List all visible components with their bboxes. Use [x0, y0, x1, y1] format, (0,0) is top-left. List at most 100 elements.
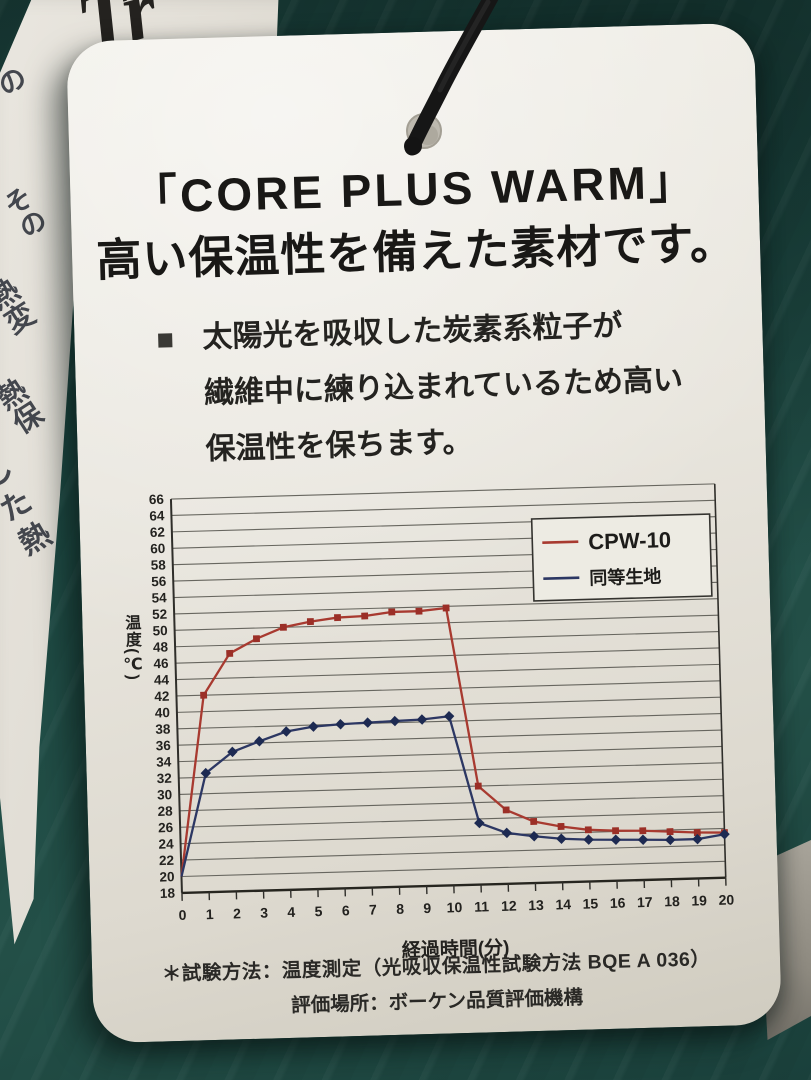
gridline [177, 729, 722, 746]
y-tick-label: 58 [151, 557, 167, 572]
x-tick-label: 10 [446, 899, 462, 915]
gridline [181, 860, 726, 878]
data-point [584, 826, 592, 834]
chart-plot-area: 1820222426283032343638404244464850525456… [149, 483, 735, 923]
legend-line-comparison [543, 576, 580, 580]
gridline [175, 631, 719, 648]
data-point [692, 833, 703, 845]
x-tick-label: 17 [637, 894, 653, 910]
data-point [334, 614, 342, 622]
data-point [227, 746, 238, 758]
x-tick-label: 9 [423, 900, 431, 916]
data-point [416, 714, 428, 725]
data-point [610, 834, 622, 845]
y-tick-label: 32 [157, 771, 172, 786]
data-point [306, 618, 314, 626]
gridline [180, 811, 724, 828]
y-tick-label: 30 [157, 787, 172, 802]
vertical-text-fragment: の [0, 61, 32, 102]
feature-bullet-block: ■ 太陽光を吸収した炭素系粒子が 繊維中に練り込まれているため高い 保温性を保ち… [156, 296, 720, 480]
temperature-chart: 温度(℃) 18 20 22 24 26 28 30 32 34 36 38 40 42 44 46 48 50… [120, 461, 774, 991]
vertical-text-fragment: 熱保 [0, 373, 47, 441]
data-point [443, 711, 455, 722]
data-point [254, 736, 265, 747]
data-point [502, 806, 510, 814]
y-tick-label: 42 [154, 689, 169, 704]
data-point [308, 721, 319, 732]
data-point [442, 604, 450, 612]
product-hang-tag: 「CORE PLUS WARM」 高い保温性を備えた素材です。 ■ 太陽光を吸収… [66, 22, 782, 1044]
data-point [501, 827, 513, 839]
data-point [583, 834, 594, 845]
y-tick-label: 50 [152, 623, 167, 638]
gridline [179, 795, 724, 812]
legend-line-cpw10 [542, 540, 579, 544]
data-point [637, 834, 649, 846]
x-tick-label: 12 [501, 898, 517, 914]
y-tick-label: 18 [160, 886, 176, 901]
y-axis [169, 499, 183, 893]
gridline [178, 745, 723, 763]
right-frame [713, 483, 727, 878]
y-tick-label: 22 [159, 853, 174, 868]
bullet-square-icon: ■ [156, 323, 175, 357]
data-point [335, 719, 346, 730]
x-tick-label: 7 [369, 901, 377, 917]
tag-title-block: 「CORE PLUS WARM」 高い保温性を備えた素材です。 [70, 149, 761, 294]
y-tick-label: 52 [152, 607, 167, 622]
x-tick-label: 18 [664, 893, 680, 909]
y-tick-label: 40 [155, 705, 170, 720]
gridline [176, 680, 721, 697]
x-tick-label: 2 [233, 905, 241, 921]
y-tick-label: 66 [149, 492, 165, 507]
x-tick-label: 0 [178, 907, 186, 923]
y-tick-label: 64 [149, 508, 165, 523]
data-point [388, 608, 396, 616]
data-point [556, 833, 567, 845]
x-tick-label: 4 [287, 904, 295, 920]
x-tick-label: 6 [342, 902, 350, 918]
vertical-text-fragment: した熱 [0, 450, 59, 568]
y-tick-label: 36 [156, 738, 172, 753]
data-point [200, 767, 212, 779]
data-point [639, 827, 647, 835]
data-point [719, 828, 730, 840]
chart-x-axis-title: 経過時間(分) [401, 936, 509, 962]
vertical-text-fragment: 熱変 [0, 273, 39, 341]
x-tick-label: 19 [691, 892, 707, 908]
y-tick-label: 34 [156, 754, 172, 769]
data-point [474, 782, 482, 790]
data-point [389, 715, 401, 727]
y-tick-label: 48 [153, 639, 169, 654]
data-point [666, 828, 674, 836]
data-point [612, 827, 620, 835]
y-tick-label: 46 [153, 656, 169, 671]
gridline [175, 663, 720, 681]
legend-box [530, 513, 713, 602]
x-tick-label: 1 [206, 906, 214, 922]
data-point [415, 607, 423, 615]
y-tick-label: 28 [157, 804, 173, 819]
gridline [171, 499, 716, 517]
x-tick-label: 14 [555, 896, 571, 912]
y-tick-label: 56 [151, 574, 167, 589]
gridline [175, 647, 720, 664]
x-tick-label: 16 [610, 895, 626, 911]
data-point [252, 635, 260, 643]
y-tick-label: 44 [154, 672, 170, 687]
data-point [226, 649, 234, 657]
data-point [362, 717, 373, 728]
y-tick-label: 62 [150, 525, 165, 540]
data-point [528, 831, 540, 842]
data-point [474, 817, 485, 829]
y-tick-label: 54 [151, 590, 167, 605]
gridline [179, 778, 724, 795]
y-tick-label: 20 [159, 869, 174, 884]
gridline [176, 696, 721, 713]
x-tick-label: 8 [396, 901, 404, 917]
data-point [200, 691, 208, 699]
gridline [181, 844, 725, 861]
y-tick-label: 24 [158, 836, 174, 851]
x-tick-label: 13 [528, 897, 544, 913]
